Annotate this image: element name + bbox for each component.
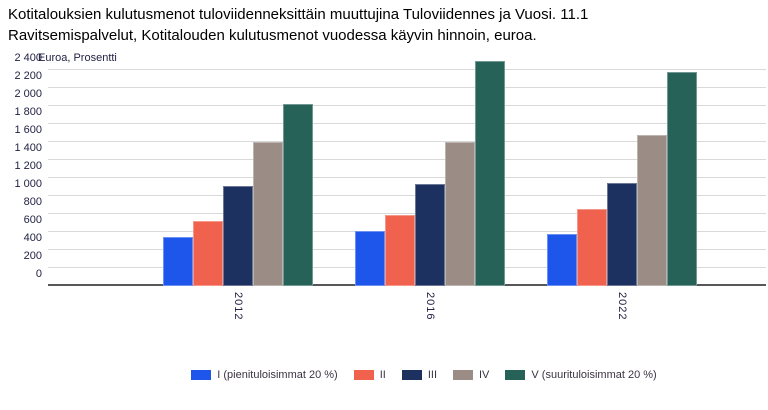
y-tick-label: 1 800 — [14, 106, 42, 118]
y-tick-label: 2 400 — [14, 52, 42, 64]
y-axis-unit-label: Euroa, Prosentti — [38, 52, 117, 64]
chart-title-line2: Ravitsemispalvelut, Kotitalouden kulutus… — [8, 26, 537, 44]
bar — [577, 208, 607, 286]
legend-item: II — [353, 369, 386, 381]
gridline — [48, 141, 766, 142]
gridline — [48, 177, 766, 178]
legend-item: V (suurituloisimmat 20 %) — [505, 369, 657, 381]
bar — [415, 184, 445, 286]
plot-area: 0 200 400 600 800 1 000 1 200 1 400 1 600 1 800 2 … — [14, 52, 766, 320]
gridline — [48, 105, 766, 106]
y-tick-label: 600 — [23, 214, 42, 226]
bar — [223, 186, 253, 286]
bar — [547, 233, 577, 286]
x-tick-label: 2016 — [424, 292, 436, 321]
y-tick-label: 2 200 — [14, 70, 42, 82]
y-tick-label: 1 200 — [14, 160, 42, 172]
y-tick-label: 400 — [23, 232, 42, 244]
x-tick-label: 2012 — [232, 292, 244, 321]
bar — [193, 221, 223, 286]
gridline — [48, 213, 766, 214]
gridline — [48, 195, 766, 196]
y-tick-label: 0 — [35, 268, 42, 280]
gridline — [48, 123, 766, 124]
legend-swatch — [453, 370, 473, 380]
y-tick-label: 200 — [23, 250, 42, 262]
bar-group-2012 — [163, 104, 313, 286]
y-tick-label: 1 400 — [14, 142, 42, 154]
bar-group-2022 — [547, 71, 697, 286]
bar — [637, 134, 667, 286]
bar — [163, 237, 193, 286]
y-tick-label: 2 000 — [14, 88, 42, 100]
legend-label: III — [427, 369, 437, 381]
x-tick-label: 2022 — [616, 292, 628, 321]
legend-label: V (suurituloisimmat 20 %) — [531, 369, 657, 381]
bar — [445, 142, 475, 286]
legend-swatch — [401, 370, 422, 380]
bar — [607, 182, 637, 286]
bar-group-2016 — [355, 61, 505, 286]
legend-swatch — [505, 370, 526, 380]
bar — [253, 142, 283, 286]
chart-title-line1: Kotitalouksien kulutusmenot tuloviidenne… — [8, 6, 589, 23]
y-tick-label: 1 000 — [14, 178, 42, 190]
legend-item: III — [401, 369, 437, 381]
bar — [667, 71, 697, 286]
legend-swatch — [191, 370, 212, 380]
gridline — [48, 87, 766, 88]
bar — [355, 231, 385, 286]
legend-item: I (pienituloisimmat 20 %) — [191, 369, 338, 381]
legend-label: II — [379, 369, 386, 381]
bar — [385, 214, 415, 286]
legend-item: IV — [453, 369, 489, 381]
chart-title: Kotitalouksien kulutusmenot tuloviidenne… — [8, 5, 764, 46]
bar — [283, 104, 313, 286]
y-tick-label: 800 — [23, 196, 42, 208]
legend-swatch — [353, 370, 374, 380]
bar — [475, 61, 505, 286]
legend-label: IV — [479, 369, 490, 381]
gridline — [48, 69, 766, 70]
gridline — [48, 159, 766, 160]
y-tick-label: 1 600 — [14, 124, 42, 136]
legend: I (pienituloisimmat 20 %) II III IV V (suuri… — [80, 369, 768, 381]
legend-label: I (pienituloisimmat 20 %) — [217, 369, 338, 381]
